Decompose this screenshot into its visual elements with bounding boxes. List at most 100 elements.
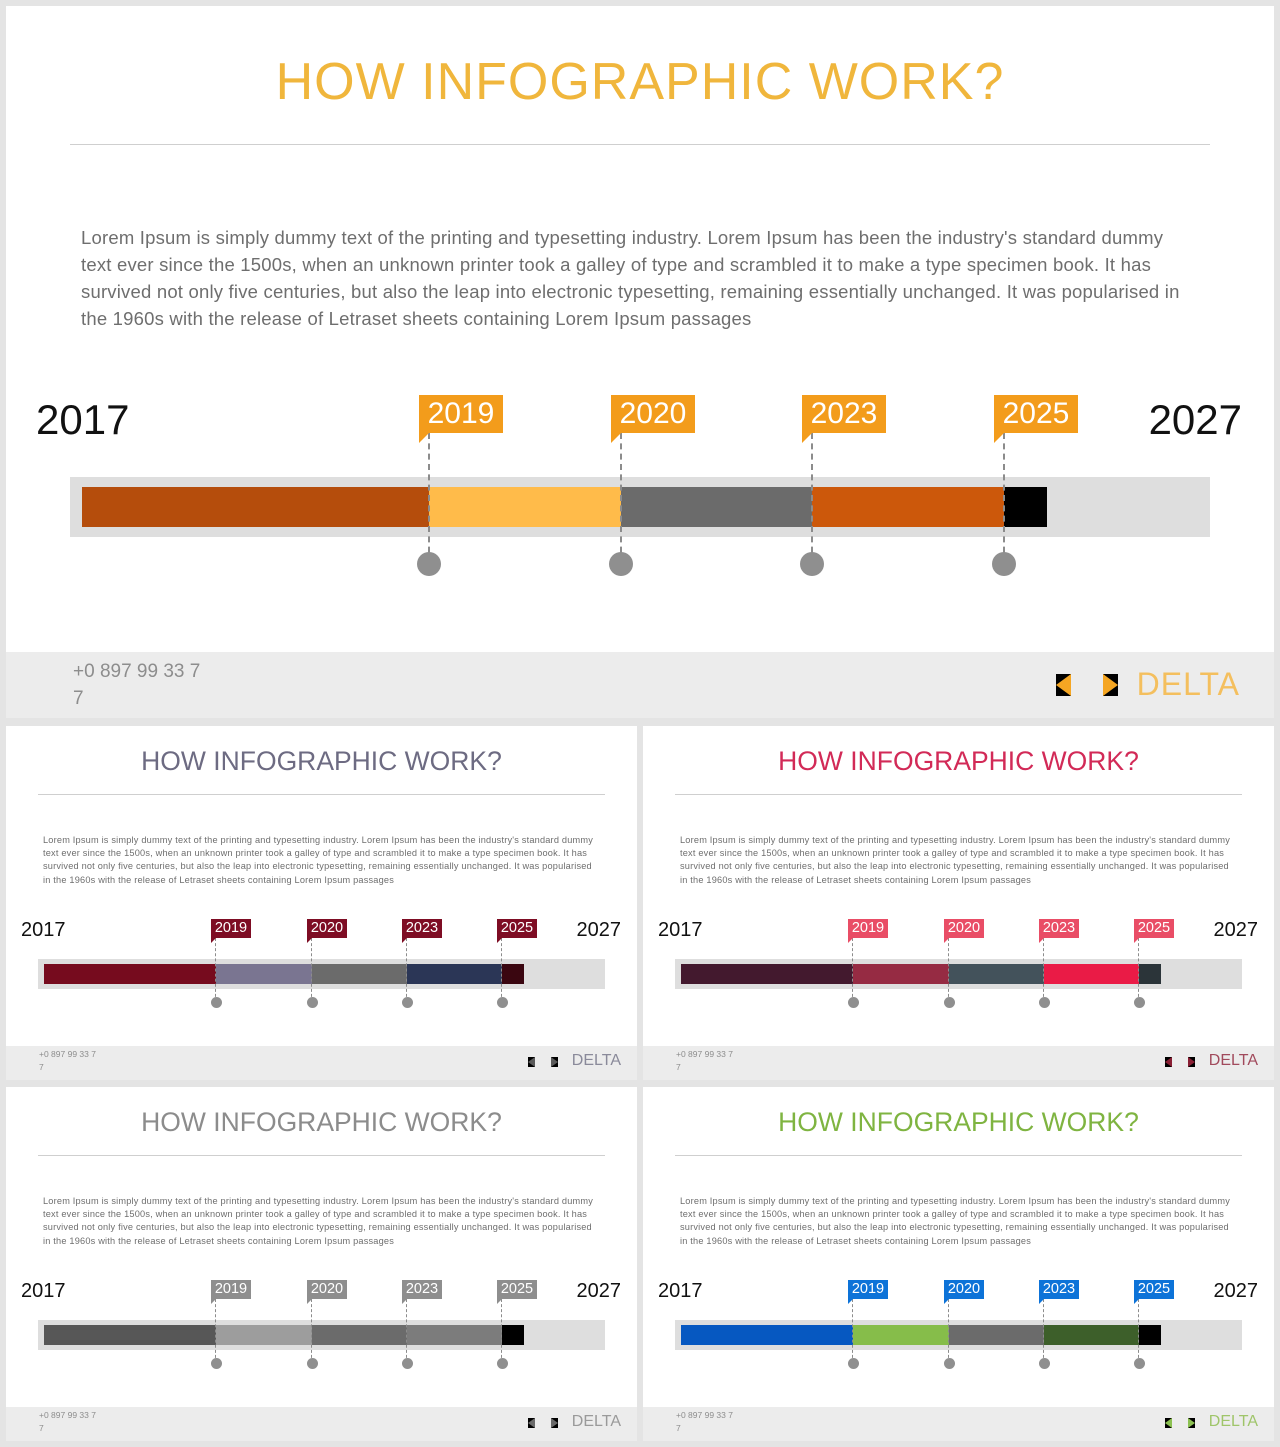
flag-tail: [211, 938, 216, 943]
timeline-start-year: 2017: [658, 1280, 703, 1302]
prev-arrow-icon[interactable]: [528, 1418, 535, 1428]
milestone-dot: [943, 997, 955, 1008]
milestone-year-label: 2023: [405, 920, 439, 936]
footer-phone: +0 897 99 33 7 7: [676, 1409, 733, 1434]
next-arrow-icon[interactable]: [551, 1418, 558, 1428]
milestone-guide-line: [620, 433, 622, 563]
timeline-start-year: 2017: [658, 919, 703, 941]
milestone-year-label: 2020: [310, 1281, 344, 1297]
milestone-flag-2023: 2023: [1039, 919, 1079, 943]
flag-tail: [1039, 938, 1044, 943]
milestone-year-label: 2020: [619, 397, 687, 430]
milestone-year-label: 2019: [214, 920, 248, 936]
milestone-dot: [306, 997, 318, 1008]
timeline-segment-2: [216, 964, 312, 984]
milestone-dot: [847, 997, 859, 1008]
slide-body-text: Lorem Ipsum is simply dummy text of the …: [680, 835, 1231, 885]
milestone-flag-2023: 2023: [402, 919, 442, 943]
slide-body-text: Lorem Ipsum is simply dummy text of the …: [680, 1196, 1231, 1246]
footer-phone-line2: 7: [676, 1061, 681, 1072]
milestone-flag-2025: 2025: [497, 1280, 537, 1304]
milestone-flag-2020: 2020: [307, 919, 347, 943]
timeline-start-year: 2017: [21, 1280, 66, 1302]
flag-tail: [497, 938, 502, 943]
milestone-dot: [496, 997, 508, 1008]
prev-arrow-icon[interactable]: [1165, 1057, 1172, 1067]
title-divider: [38, 1155, 605, 1156]
slide-title: HOW INFOGRAPHIC WORK?: [778, 746, 1139, 776]
slide-variant-4: HOW INFOGRAPHIC WORK? Lorem Ipsum is sim…: [643, 1087, 1274, 1441]
milestone-flag-2025: 2025: [497, 919, 537, 943]
milestone-guide-line: [311, 1299, 312, 1363]
milestone-guide-line: [501, 938, 502, 1002]
milestone-flag-2023: 2023: [1039, 1280, 1079, 1304]
timeline-end-year: 2027: [1148, 396, 1242, 443]
milestone-dot: [800, 552, 824, 576]
flag-tail: [307, 1299, 312, 1304]
timeline-segment-2: [853, 964, 949, 984]
milestone-flag-2025: 2025: [1134, 919, 1174, 943]
milestone-guide-line: [406, 1299, 407, 1363]
timeline-end-year: 2027: [1213, 1280, 1259, 1302]
brand-name: DELTA: [571, 1413, 621, 1430]
milestone-year-label: 2023: [1042, 1281, 1076, 1297]
milestone-flag-2023: 2023: [802, 395, 886, 443]
timeline-segment-1: [44, 1325, 216, 1345]
next-arrow-icon[interactable]: [1103, 674, 1118, 696]
footer-phone-line2: 7: [39, 1061, 44, 1072]
timeline-end-year: 2027: [576, 1280, 622, 1302]
timeline-segment-2: [853, 1325, 949, 1345]
flag-tail: [944, 1299, 949, 1304]
flag-tail: [994, 433, 1004, 443]
timeline-track: [675, 959, 1242, 989]
milestone-guide-line: [948, 938, 949, 1002]
prev-arrow-icon[interactable]: [1165, 1418, 1172, 1428]
milestone-year-label: 2023: [405, 1281, 439, 1297]
flag-tail: [611, 433, 621, 443]
timeline-segment-4: [407, 1325, 502, 1345]
milestone-dot: [1133, 997, 1145, 1008]
milestone-guide-line: [852, 1299, 853, 1363]
milestone-year-label: 2025: [1002, 397, 1070, 430]
milestone-dot: [417, 552, 441, 576]
footer-phone: +0 897 99 33 7 7: [676, 1048, 733, 1073]
next-arrow-icon[interactable]: [1188, 1057, 1195, 1067]
flag-tail: [944, 938, 949, 943]
timeline-segment-5: [1139, 964, 1161, 984]
timeline-start-year: 2017: [21, 919, 66, 941]
slide-footer: +0 897 99 33 7 7 DELTA: [643, 1407, 1274, 1441]
brand-name: DELTA: [1136, 666, 1240, 702]
timeline-segment-3: [312, 1325, 407, 1345]
footer-phone-line2: 7: [73, 688, 84, 709]
next-arrow-icon[interactable]: [551, 1057, 558, 1067]
footer-phone-line2: 7: [676, 1422, 681, 1433]
title-divider: [38, 794, 605, 795]
prev-arrow-icon[interactable]: [528, 1057, 535, 1067]
timeline-track: [38, 1320, 605, 1350]
milestone-year-label: 2025: [1137, 920, 1171, 936]
milestone-dot: [1133, 1358, 1145, 1369]
timeline-segment-4: [407, 964, 502, 984]
milestone-flag-2020: 2020: [307, 1280, 347, 1304]
milestone-guide-line: [811, 433, 813, 563]
milestone-flag-2020: 2020: [611, 395, 695, 443]
flag-tail: [1134, 938, 1139, 943]
milestone-dot: [609, 552, 633, 576]
timeline-segment-5: [1004, 487, 1047, 527]
timeline-segment-4: [1044, 964, 1139, 984]
timeline-segment-1: [44, 964, 216, 984]
timeline-track: [38, 959, 605, 989]
milestone-year-label: 2019: [427, 397, 495, 430]
prev-arrow-icon[interactable]: [1056, 674, 1071, 696]
slide-body-text: Lorem Ipsum is simply dummy text of the …: [43, 835, 594, 885]
next-arrow-icon[interactable]: [1188, 1418, 1195, 1428]
timeline-segment-2: [429, 487, 621, 527]
brand-name: DELTA: [571, 1052, 621, 1069]
milestone-flag-2020: 2020: [944, 919, 984, 943]
flag-tail: [419, 433, 429, 443]
milestone-year-label: 2025: [500, 920, 534, 936]
milestone-guide-line: [852, 938, 853, 1002]
slide-main: HOW INFOGRAPHIC WORK? Lorem Ipsum is sim…: [6, 6, 1274, 718]
timeline-segment-3: [949, 964, 1044, 984]
slide-title: HOW INFOGRAPHIC WORK?: [141, 1107, 502, 1137]
